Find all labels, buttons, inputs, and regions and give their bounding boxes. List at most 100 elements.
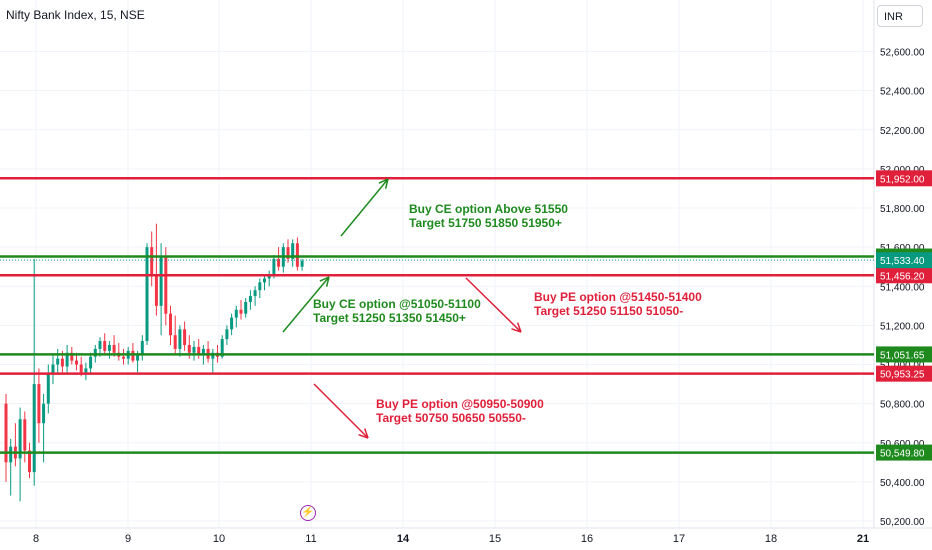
candle-body — [32, 384, 36, 473]
candle-body — [9, 446, 13, 463]
arrow-down-pe-1-head — [516, 322, 522, 333]
candle-body — [159, 256, 163, 306]
x-tick-label: 8 — [33, 533, 39, 545]
candle-body — [183, 329, 187, 345]
candle-body — [70, 352, 74, 361]
y-tick-label: 52,400.00 — [880, 87, 925, 98]
candle-body — [112, 344, 116, 353]
candle-body — [187, 344, 191, 353]
price-tag — [876, 267, 932, 284]
candle-body — [23, 419, 27, 451]
candle-body — [295, 243, 299, 267]
x-tick-label: 17 — [673, 533, 685, 545]
arrow-up-ce-2 — [282, 276, 330, 333]
candle-body — [300, 260, 304, 267]
price-tag — [876, 365, 932, 382]
y-tick-label: 52,600.00 — [880, 48, 925, 59]
candle-body — [277, 258, 281, 267]
candle-body — [65, 352, 69, 367]
price-tag-label: 50,549.80 — [880, 449, 925, 460]
candle-body — [154, 276, 158, 306]
candle-body — [258, 282, 262, 291]
candle-body — [248, 296, 252, 302]
candle-body — [150, 247, 154, 277]
candle-body — [60, 358, 64, 367]
candle-body — [230, 317, 234, 330]
candle-body — [192, 346, 196, 353]
x-tick-label: 18 — [765, 533, 777, 545]
candle-body — [178, 329, 182, 349]
candle-body — [239, 309, 243, 314]
price-tag — [876, 170, 932, 187]
y-tick-label: 51,800.00 — [880, 204, 925, 215]
x-tick-label: 9 — [125, 533, 131, 545]
candle-body — [4, 403, 8, 463]
flash-icon[interactable]: ⚡ — [300, 505, 316, 521]
candle-body — [28, 450, 31, 473]
annotation-line1: Buy CE option @51050-51100 — [313, 297, 481, 311]
annotation-line2: Target 51250 51150 51050- — [534, 304, 683, 318]
candle-body — [18, 419, 22, 459]
candle-body — [56, 358, 60, 365]
candle-body — [244, 301, 248, 314]
candle-body — [140, 341, 144, 355]
annotation-line1: Buy CE option Above 51550 — [409, 202, 568, 216]
candle-body — [103, 341, 107, 351]
x-tick-label: 10 — [213, 533, 225, 545]
candle-body — [263, 278, 266, 283]
candle-body — [51, 364, 55, 375]
candle-body — [89, 356, 93, 369]
arrow-up-ce-1-head — [378, 178, 389, 184]
candle-body — [93, 348, 97, 357]
x-tick-label: 21 — [857, 533, 869, 545]
arrow-up-ce-1-head — [384, 178, 389, 189]
candle-body — [286, 247, 290, 259]
y-tick-label: 51,200.00 — [880, 321, 925, 332]
x-tick-label: 16 — [581, 533, 593, 545]
y-tick-label: 50,200.00 — [880, 517, 925, 528]
candle-body — [79, 364, 83, 373]
y-tick-label: 50,400.00 — [880, 478, 925, 489]
annotation-line2: Target 50750 50650 50550- — [376, 411, 526, 425]
candle-body — [136, 354, 140, 361]
price-tag-label: 51,456.20 — [880, 271, 925, 282]
candle-body — [220, 339, 224, 357]
candle-body — [272, 258, 276, 275]
chart-title: Nifty Bank Index, 15, NSE — [6, 8, 145, 22]
price-tag — [876, 444, 932, 461]
candle-body — [201, 348, 205, 355]
candle-body — [197, 346, 201, 355]
candle-body — [173, 335, 177, 349]
candle-body — [211, 352, 215, 359]
y-tick-label: 50,800.00 — [880, 400, 925, 411]
annotation-line1: Buy PE option @50950-50900 — [376, 397, 544, 411]
annotation-line2: Target 51750 51850 51950+ — [409, 216, 562, 230]
y-tick-label: 50,600.00 — [880, 439, 925, 450]
candle-body — [131, 350, 135, 361]
x-tick-label: 15 — [489, 533, 501, 545]
candle-body — [122, 356, 125, 359]
candle-body — [84, 368, 88, 373]
annotation-line2: Target 51250 51350 51450+ — [313, 311, 466, 325]
candle-body — [37, 384, 41, 424]
arrow-up-ce-2-head — [319, 276, 330, 282]
candle-body — [225, 329, 229, 340]
y-tick-label: 51,400.00 — [880, 282, 925, 293]
price-tag — [876, 346, 932, 363]
x-tick-label: 14 — [397, 533, 410, 545]
y-tick-label: 52,200.00 — [880, 126, 925, 137]
arrow-up-ce-2-head — [325, 276, 330, 287]
candle-body — [98, 341, 102, 349]
currency-selector[interactable]: INR — [877, 5, 923, 27]
candle-body — [42, 403, 46, 424]
candle-body — [234, 309, 238, 318]
candle-body — [164, 256, 168, 314]
arrow-down-pe-1-head — [511, 328, 522, 333]
candle-body — [145, 247, 149, 342]
price-tag-label: 51,533.40 — [880, 256, 925, 267]
candle-body — [75, 360, 78, 365]
candle-body — [107, 344, 111, 351]
price-tag-label: 51,051.65 — [880, 350, 925, 361]
